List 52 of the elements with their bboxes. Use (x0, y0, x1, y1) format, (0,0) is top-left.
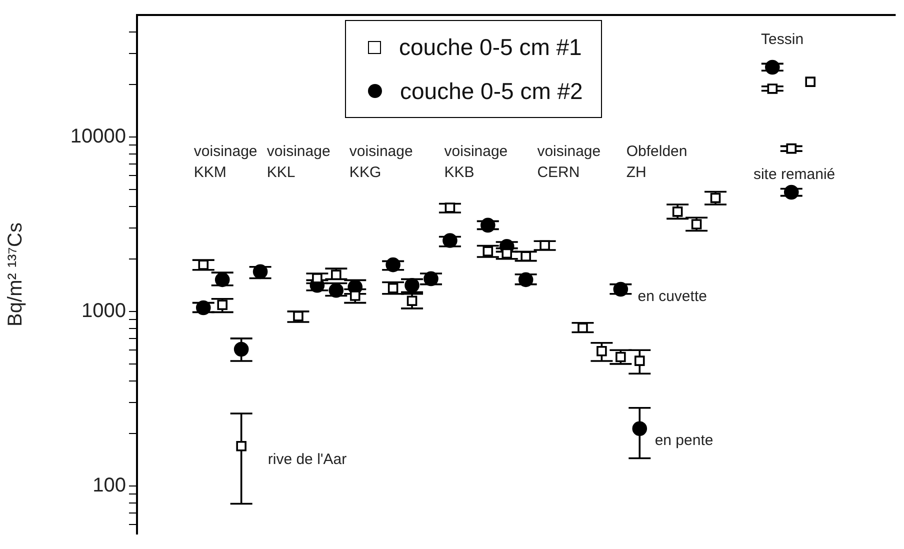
annotation: voisinage KKL (266, 143, 330, 182)
annotation: voisinage KKG (349, 143, 413, 182)
point (805, 76, 816, 87)
annotation: en pente (654, 432, 714, 450)
point (616, 352, 626, 362)
annotation: site remanié (753, 166, 836, 184)
point (388, 282, 398, 294)
point (252, 264, 268, 280)
point (480, 218, 496, 233)
annotation: en cuvette (638, 288, 707, 306)
annotation: rive de l'Aar (268, 451, 347, 468)
point (198, 260, 209, 270)
point (518, 272, 534, 288)
annotation: Obfelden ZH (626, 143, 688, 182)
y-axis-title: Bq/m² ¹³⁷Cs (4, 222, 27, 326)
point (442, 233, 458, 248)
point (634, 356, 645, 366)
point (328, 282, 344, 298)
point (786, 143, 797, 154)
legend-label: couche 0-5 cm #2 (400, 78, 583, 104)
point (404, 278, 420, 293)
point (596, 346, 607, 356)
point (236, 440, 246, 452)
annotation: voisinage KKB (444, 143, 508, 182)
point (234, 342, 249, 357)
point (672, 206, 683, 217)
point (424, 271, 438, 286)
point (406, 296, 418, 306)
point (482, 246, 494, 256)
annotation: voisinage CERN (537, 143, 601, 182)
point (784, 184, 799, 200)
point (710, 192, 721, 204)
point (578, 322, 588, 333)
point (765, 60, 780, 75)
point (293, 310, 304, 322)
point (350, 290, 360, 301)
point (217, 300, 228, 310)
y-tick-label: 1000 (82, 300, 126, 322)
point (632, 421, 648, 436)
point (386, 257, 400, 272)
point (691, 219, 702, 230)
annotation: Tessin (761, 31, 804, 48)
legend-label: couche 0-5 cm #1 (399, 34, 582, 60)
point (444, 202, 456, 213)
point (540, 240, 550, 251)
annotation: voisinage KKM (194, 143, 258, 182)
point (613, 282, 628, 297)
y-tick-label: 10000 (70, 125, 126, 148)
y-tick-label: 100 (92, 474, 126, 496)
point (767, 84, 778, 94)
point (196, 300, 211, 316)
point (214, 272, 230, 288)
